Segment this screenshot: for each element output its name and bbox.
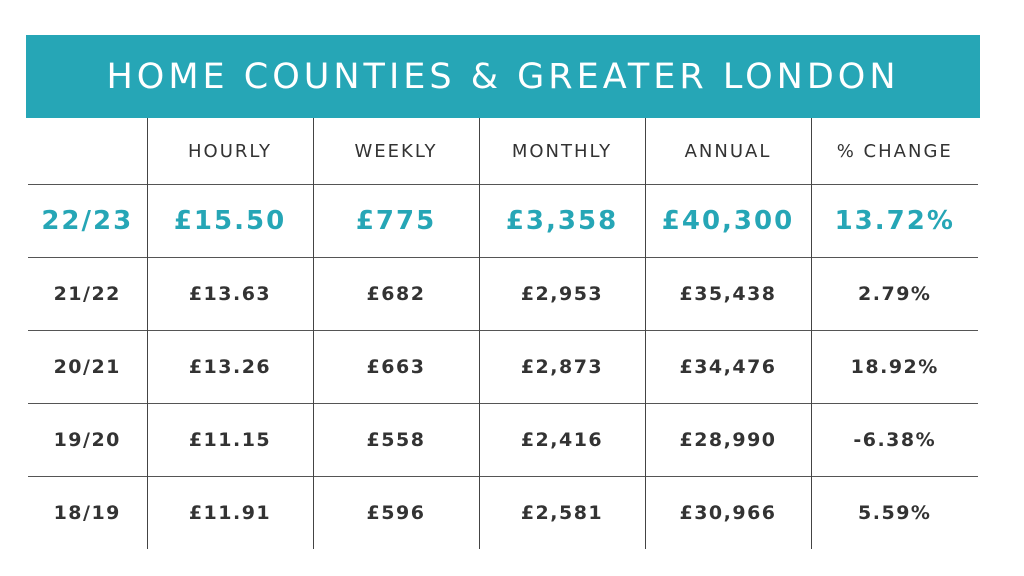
period-cell: 22/23 — [41, 206, 134, 236]
annual-cell: £35,438 — [644, 257, 811, 331]
monthly-cell: £2,581 — [478, 476, 645, 549]
period-cell: 21/22 — [53, 283, 121, 305]
salary-table: HOURLY WEEKLY MONTHLY ANNUAL % CHANGE 22… — [28, 118, 978, 549]
period-cell: 20/21 — [53, 356, 121, 378]
monthly-cell: £2,873 — [478, 330, 645, 404]
change-cell: 18.92% — [810, 330, 978, 404]
weekly-cell: £682 — [312, 257, 479, 331]
table-title: HOME COUNTIES & GREATER LONDON — [26, 35, 980, 118]
annual-cell: £34,476 — [644, 330, 811, 404]
monthly-cell: £2,416 — [478, 403, 645, 477]
table-row: 22/23 £15.50 £775 £3,358 £40,300 13.72% — [28, 184, 978, 258]
change-cell: -6.38% — [810, 403, 978, 477]
change-cell: 13.72% — [810, 184, 978, 258]
hourly-cell: £15.50 — [146, 184, 313, 258]
annual-cell: £28,990 — [644, 403, 811, 477]
hourly-cell: £13.26 — [146, 330, 313, 404]
weekly-cell: £596 — [312, 476, 479, 549]
table-row: 20/21 £13.26 £663 £2,873 £34,476 18.92% — [28, 330, 978, 404]
hourly-cell: £13.63 — [146, 257, 313, 331]
weekly-cell: £775 — [312, 184, 479, 258]
header-hourly: HOURLY — [146, 118, 313, 185]
period-cell: 18/19 — [53, 502, 121, 524]
header-row: HOURLY WEEKLY MONTHLY ANNUAL % CHANGE — [28, 118, 978, 185]
period-cell: 19/20 — [53, 429, 121, 451]
header-monthly: MONTHLY — [478, 118, 645, 185]
salary-table-card: HOME COUNTIES & GREATER LONDON HOURLY WE… — [26, 35, 980, 549]
header-period — [28, 118, 147, 185]
change-cell: 5.59% — [810, 476, 978, 549]
annual-cell: £40,300 — [644, 184, 811, 258]
annual-cell: £30,966 — [644, 476, 811, 549]
table-row: 21/22 £13.63 £682 £2,953 £35,438 2.79% — [28, 257, 978, 331]
table-row: 19/20 £11.15 £558 £2,416 £28,990 -6.38% — [28, 403, 978, 477]
hourly-cell: £11.91 — [146, 476, 313, 549]
table-body: 22/23 £15.50 £775 £3,358 £40,300 13.72% 21/22 £… — [28, 184, 978, 549]
weekly-cell: £663 — [312, 330, 479, 404]
monthly-cell: £2,953 — [478, 257, 645, 331]
monthly-cell: £3,358 — [478, 184, 645, 258]
hourly-cell: £11.15 — [146, 403, 313, 477]
weekly-cell: £558 — [312, 403, 479, 477]
change-cell: 2.79% — [810, 257, 978, 331]
header-weekly: WEEKLY — [312, 118, 479, 185]
header-change: % CHANGE — [810, 118, 978, 185]
header-annual: ANNUAL — [644, 118, 811, 185]
table-row: 18/19 £11.91 £596 £2,581 £30,966 5.59% — [28, 476, 978, 549]
